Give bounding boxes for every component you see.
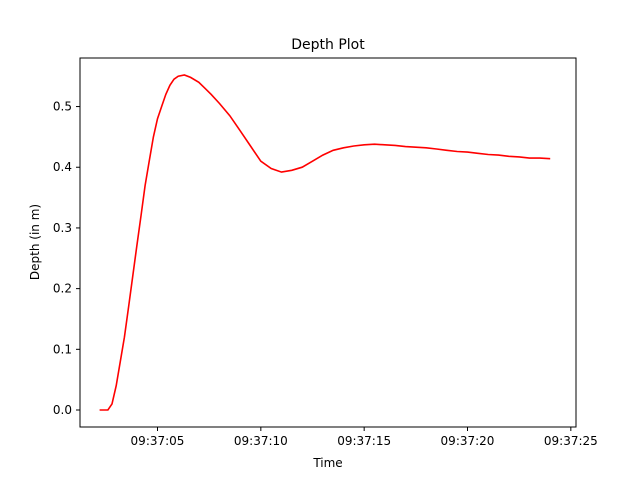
x-tick-label: 09:37:20 bbox=[441, 434, 495, 448]
chart-title: Depth Plot bbox=[291, 37, 365, 53]
y-axis-ticks: 0.0 0.1 0.2 0.3 0.4 0.5 bbox=[53, 100, 80, 417]
y-tick-label: 0.0 bbox=[53, 403, 72, 417]
depth-series-line bbox=[99, 74, 551, 411]
x-tick-label: 09:37:10 bbox=[234, 434, 288, 448]
x-axis-label: Time bbox=[312, 456, 342, 470]
y-tick-label: 0.4 bbox=[53, 160, 72, 174]
y-tick-label: 0.3 bbox=[53, 221, 72, 235]
x-tick-label: 09:37:15 bbox=[337, 434, 391, 448]
y-axis-label: Depth (in m) bbox=[28, 204, 42, 280]
x-tick-label: 09:37:05 bbox=[131, 434, 185, 448]
x-axis-ticks: 09:37:05 09:37:10 09:37:15 09:37:20 09:37:25 bbox=[131, 427, 598, 448]
y-tick-label: 0.1 bbox=[53, 342, 72, 356]
x-tick-label: 09:37:25 bbox=[544, 434, 598, 448]
axes-frame bbox=[79, 57, 577, 428]
y-tick-label: 0.2 bbox=[53, 282, 72, 296]
plot-area: 09:37:05 09:37:10 09:37:15 09:37:20 09:37:25… bbox=[53, 57, 598, 448]
y-tick-label: 0.5 bbox=[53, 100, 72, 114]
